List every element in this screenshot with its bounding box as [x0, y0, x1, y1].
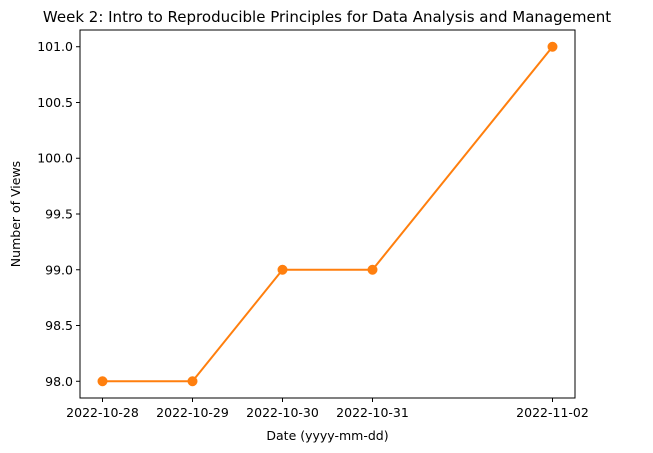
series-layer [97, 41, 558, 387]
y-tick-label: 100.5 [37, 95, 73, 110]
y-tick-label: 101.0 [37, 39, 73, 54]
x-tick-label: 2022-10-29 [156, 405, 229, 420]
data-point [187, 376, 198, 387]
x-tick-label: 2022-10-28 [66, 405, 139, 420]
y-tick-label: 98.5 [45, 318, 73, 333]
y-axis-label: Number of Views [8, 161, 23, 267]
x-tick-label: 2022-10-31 [336, 405, 409, 420]
data-point [97, 376, 108, 387]
chart-title: Week 2: Intro to Reproducible Principles… [43, 8, 611, 26]
x-tick-label: 2022-11-02 [516, 405, 589, 420]
data-point [367, 264, 378, 275]
x-axis: 2022-10-28 2022-10-29 2022-10-30 2022-10-31… [66, 398, 589, 420]
data-point [277, 264, 288, 275]
x-axis-label: Date (yyyy-mm-dd) [266, 428, 388, 443]
plot-area-frame [79, 29, 576, 399]
y-tick-label: 99.0 [45, 262, 73, 277]
y-tick-label: 100.0 [37, 151, 73, 166]
y-axis: 98.0 98.5 99.0 99.5 100.0 100.5 101.0 [37, 39, 80, 389]
x-tick-label: 2022-10-30 [246, 405, 319, 420]
data-point [547, 41, 558, 52]
y-tick-label: 99.5 [45, 207, 73, 222]
y-tick-label: 98.0 [45, 374, 73, 389]
